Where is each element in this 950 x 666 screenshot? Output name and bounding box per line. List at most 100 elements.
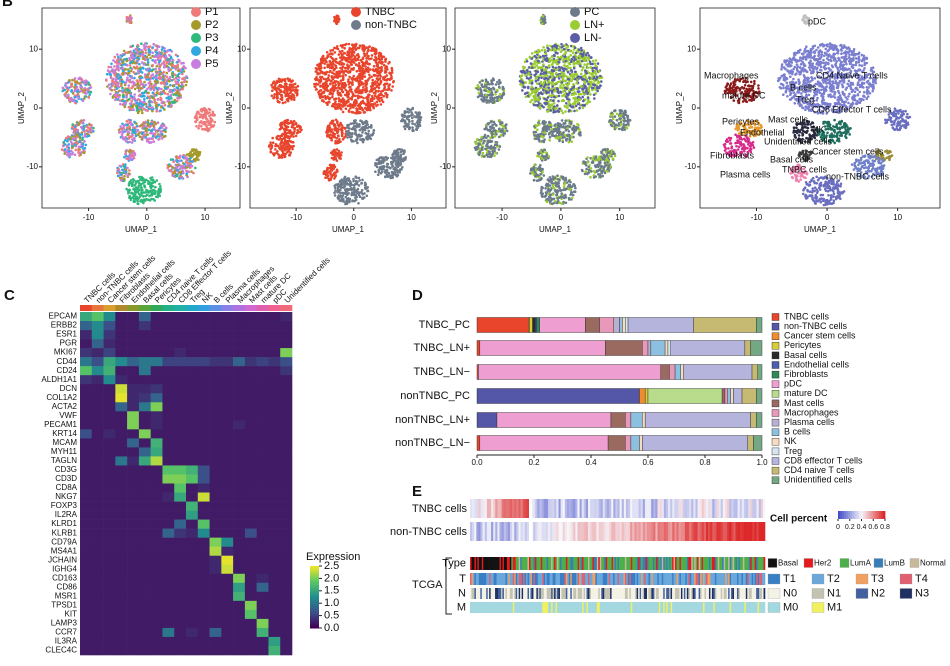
cell-point	[372, 64, 376, 68]
cell-point	[343, 47, 347, 50]
cell-point	[138, 62, 141, 66]
cell-point	[280, 133, 284, 137]
cell-point	[519, 74, 523, 78]
cell-point	[167, 105, 170, 108]
legend-swatch	[191, 46, 201, 56]
cell-point	[176, 74, 180, 78]
cell-point	[134, 134, 138, 137]
cell-point	[150, 178, 153, 182]
cell-point	[419, 116, 423, 119]
cell-point	[413, 123, 417, 126]
cell-point	[67, 152, 71, 155]
cell-point	[401, 166, 404, 169]
cell-point	[379, 75, 383, 78]
cell-point	[179, 68, 183, 72]
cell-point	[148, 45, 152, 48]
cell-point	[133, 76, 136, 80]
cell-point	[119, 127, 122, 131]
cell-point	[82, 128, 85, 131]
cell-point	[586, 96, 590, 100]
cell-point	[572, 66, 576, 70]
cell-point	[165, 75, 169, 79]
cell-point	[140, 191, 143, 194]
cell-point	[271, 136, 275, 140]
cell-point	[545, 91, 548, 94]
cell-point	[575, 81, 578, 85]
cell-point	[340, 54, 344, 57]
cell-point	[204, 117, 208, 120]
cell-point	[370, 54, 374, 57]
cell-point	[113, 88, 116, 92]
cell-point	[64, 92, 67, 95]
cell-point	[341, 131, 344, 135]
cell-point	[186, 170, 189, 173]
cell-point	[387, 166, 391, 169]
cell-point	[320, 99, 324, 102]
cell-point	[349, 89, 353, 93]
cell-point	[348, 135, 352, 139]
cell-point	[333, 177, 336, 180]
cell-point	[329, 82, 332, 86]
cell-point	[559, 90, 562, 94]
cell-point	[129, 121, 132, 125]
cell-point	[146, 189, 149, 193]
cell-point	[529, 62, 533, 65]
cell-point	[396, 165, 400, 168]
cell-point	[535, 56, 538, 59]
cell-point	[363, 62, 366, 66]
cell-point	[341, 195, 344, 198]
cell-point	[127, 183, 131, 187]
cell-point	[354, 190, 357, 193]
cell-point	[63, 88, 66, 92]
cell-point	[346, 189, 349, 193]
cell-point	[340, 134, 344, 138]
cell-point	[545, 57, 549, 60]
cell-point	[198, 124, 201, 127]
cell-point	[587, 56, 590, 59]
cell-point	[105, 79, 108, 82]
cell-point	[377, 57, 381, 60]
cell-point	[357, 104, 361, 108]
cell-point	[165, 82, 169, 85]
cell-point	[166, 99, 169, 103]
cell-point	[563, 44, 567, 47]
cell-point	[552, 102, 556, 105]
cell-point	[130, 99, 134, 103]
cell-point	[169, 169, 172, 172]
cell-point	[560, 73, 564, 77]
cell-point	[355, 182, 359, 186]
cell-point	[567, 55, 570, 59]
cell-point	[534, 97, 538, 100]
cell-point	[358, 179, 362, 182]
cell-point	[331, 60, 335, 63]
cell-point	[178, 84, 181, 87]
cell-point	[333, 67, 337, 71]
cell-point	[121, 168, 124, 172]
cell-point	[86, 89, 89, 92]
cell-point	[79, 86, 83, 89]
cell-point	[552, 53, 556, 57]
cell-point	[147, 91, 150, 95]
cell-point	[576, 50, 580, 54]
cell-point	[173, 73, 177, 77]
cell-point	[142, 191, 146, 194]
cell-point	[333, 154, 337, 158]
cell-point	[585, 80, 589, 83]
cell-point	[140, 82, 144, 86]
cell-point	[348, 132, 352, 136]
cell-point	[361, 120, 364, 124]
cell-point	[123, 58, 127, 61]
cell-point	[202, 113, 205, 116]
cell-point	[109, 92, 112, 96]
cell-point	[344, 73, 347, 77]
cell-point	[382, 63, 386, 67]
cell-point	[325, 176, 329, 179]
cell-point	[286, 77, 290, 80]
cell-point	[170, 97, 173, 100]
cell-point	[551, 85, 554, 88]
cell-point	[582, 92, 585, 96]
cell-point	[364, 121, 368, 124]
cell-point	[374, 55, 377, 59]
cell-point	[356, 191, 360, 194]
cell-point	[333, 97, 336, 101]
